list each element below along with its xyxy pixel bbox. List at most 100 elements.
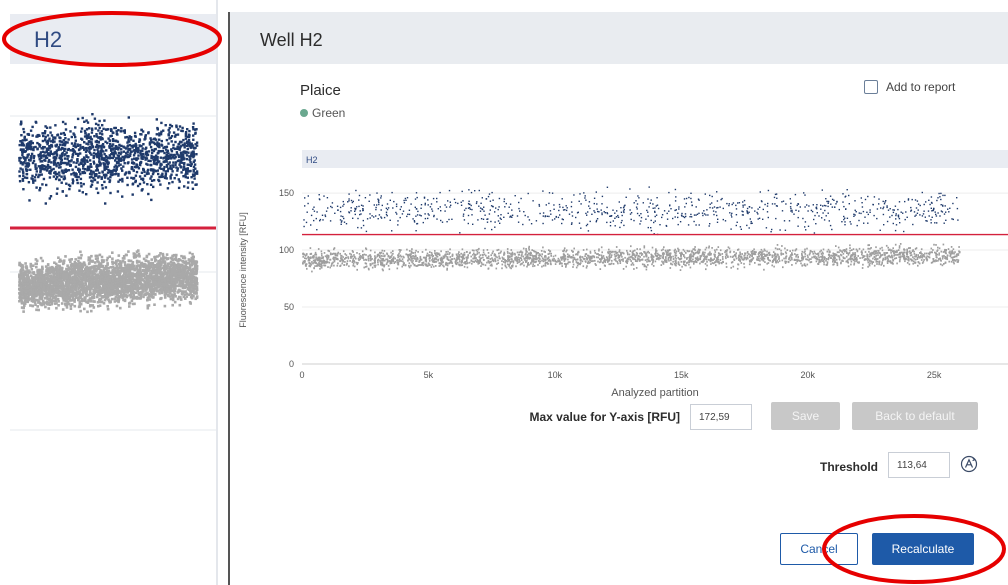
overview-point [40, 147, 43, 150]
overview-point [169, 177, 172, 180]
data-point [885, 200, 887, 202]
x-tick-label: 10k [548, 370, 563, 380]
overview-point [55, 265, 58, 269]
overview-point [175, 147, 178, 150]
overview-point [86, 301, 90, 304]
overview-point [50, 274, 53, 277]
overview-point [164, 155, 167, 159]
overview-point [45, 126, 49, 129]
overview-point [173, 265, 176, 268]
overview-point [102, 278, 106, 282]
overview-point [38, 174, 41, 177]
overview-point [133, 268, 136, 272]
overview-point [165, 289, 168, 292]
overview-point [74, 286, 77, 290]
checkbox-icon[interactable] [864, 80, 878, 94]
overview-point [93, 261, 97, 264]
overview-point [153, 264, 156, 267]
overview-point [36, 134, 39, 137]
overview-point [171, 280, 174, 283]
add-to-report-checkbox[interactable]: Add to report [864, 80, 955, 94]
data-point [397, 220, 399, 222]
overview-point [141, 177, 145, 180]
overview-point [47, 301, 51, 305]
overview-point [114, 139, 117, 142]
overview-point [116, 190, 120, 193]
overview-point [133, 157, 136, 160]
x-tick-label: 15k [674, 370, 689, 380]
overview-point [99, 262, 103, 265]
overview-point [60, 169, 64, 172]
overview-point [169, 123, 172, 127]
data-point [649, 202, 651, 204]
overview-point [172, 271, 175, 274]
overview-point [152, 137, 155, 141]
overview-point [61, 296, 65, 300]
overview-point [182, 138, 185, 142]
overview-point [67, 169, 71, 172]
data-point [952, 202, 954, 205]
overview-point [32, 278, 35, 281]
overview-point [111, 138, 115, 141]
overview-point [79, 309, 82, 313]
overview-point [160, 130, 163, 133]
overview-point [55, 149, 59, 152]
overview-point [179, 279, 183, 283]
data-point [439, 191, 441, 194]
overview-point [73, 284, 77, 288]
overview-point [166, 278, 170, 282]
overview-point [147, 304, 151, 307]
overview-point [167, 133, 170, 136]
overview-point [159, 133, 163, 136]
overview-point [176, 147, 179, 151]
overview-point [24, 270, 27, 273]
overview-point [80, 127, 84, 130]
overview-point [189, 164, 193, 167]
overview-point [24, 277, 28, 281]
overview-point [167, 167, 170, 171]
overview-point [168, 161, 171, 164]
overview-point [19, 275, 23, 279]
overview-point [83, 141, 86, 144]
overview-point [112, 270, 116, 273]
overview-point [20, 288, 23, 292]
overview-point [60, 302, 64, 305]
overview-point [189, 302, 192, 305]
overview-point [83, 120, 86, 123]
overview-point [45, 283, 48, 286]
overview-point [27, 144, 30, 147]
overview-point [140, 144, 143, 148]
overview-point [141, 188, 144, 191]
overview-point [188, 259, 191, 262]
overview-point [123, 146, 126, 149]
overview-point [62, 261, 66, 265]
overview-point [85, 149, 89, 152]
overview-point [173, 147, 176, 151]
overview-point [91, 275, 94, 279]
overview-point [185, 154, 189, 157]
overview-point [182, 156, 185, 159]
overview-point [72, 292, 76, 296]
overview-point [153, 259, 157, 263]
overview-point [68, 275, 71, 279]
data-point [482, 218, 485, 220]
overview-point [108, 145, 111, 148]
overview-point [175, 269, 179, 273]
overview-point [35, 262, 38, 266]
overview-point [23, 149, 26, 153]
overview-point [94, 145, 98, 149]
overview-point [95, 173, 98, 176]
data-point [417, 210, 419, 213]
overview-point [134, 273, 138, 276]
overview-point [75, 175, 79, 179]
overview-point [195, 128, 198, 131]
data-point [797, 225, 799, 227]
overview-point [131, 302, 135, 306]
overview-point [184, 151, 187, 155]
overview-point [72, 171, 75, 175]
overview-point [183, 265, 186, 268]
data-point [917, 203, 920, 205]
overview-point [60, 282, 63, 286]
overview-point [58, 163, 61, 166]
overview-point [136, 284, 139, 288]
